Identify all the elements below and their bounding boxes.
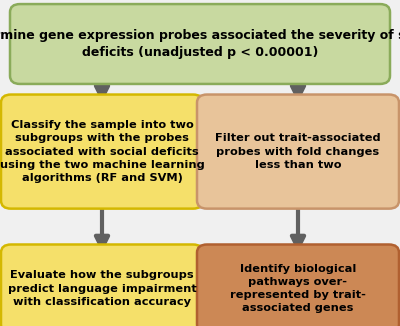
FancyBboxPatch shape (197, 244, 399, 326)
Text: Evaluate how the subgroups
predict language impairment
with classification accur: Evaluate how the subgroups predict langu… (8, 270, 196, 307)
FancyBboxPatch shape (10, 4, 390, 84)
FancyBboxPatch shape (1, 244, 203, 326)
Text: Identify biological
pathways over-
represented by trait-
associated genes: Identify biological pathways over- repre… (230, 264, 366, 313)
Text: Filter out trait-associated
probes with fold changes
less than two: Filter out trait-associated probes with … (215, 133, 381, 170)
Text: Classify the sample into two
subgroups with the probes
associated with social de: Classify the sample into two subgroups w… (0, 120, 204, 183)
FancyBboxPatch shape (1, 95, 203, 209)
FancyBboxPatch shape (197, 95, 399, 209)
Text: Determine gene expression probes associated the severity of social
deficits (una: Determine gene expression probes associa… (0, 29, 400, 59)
